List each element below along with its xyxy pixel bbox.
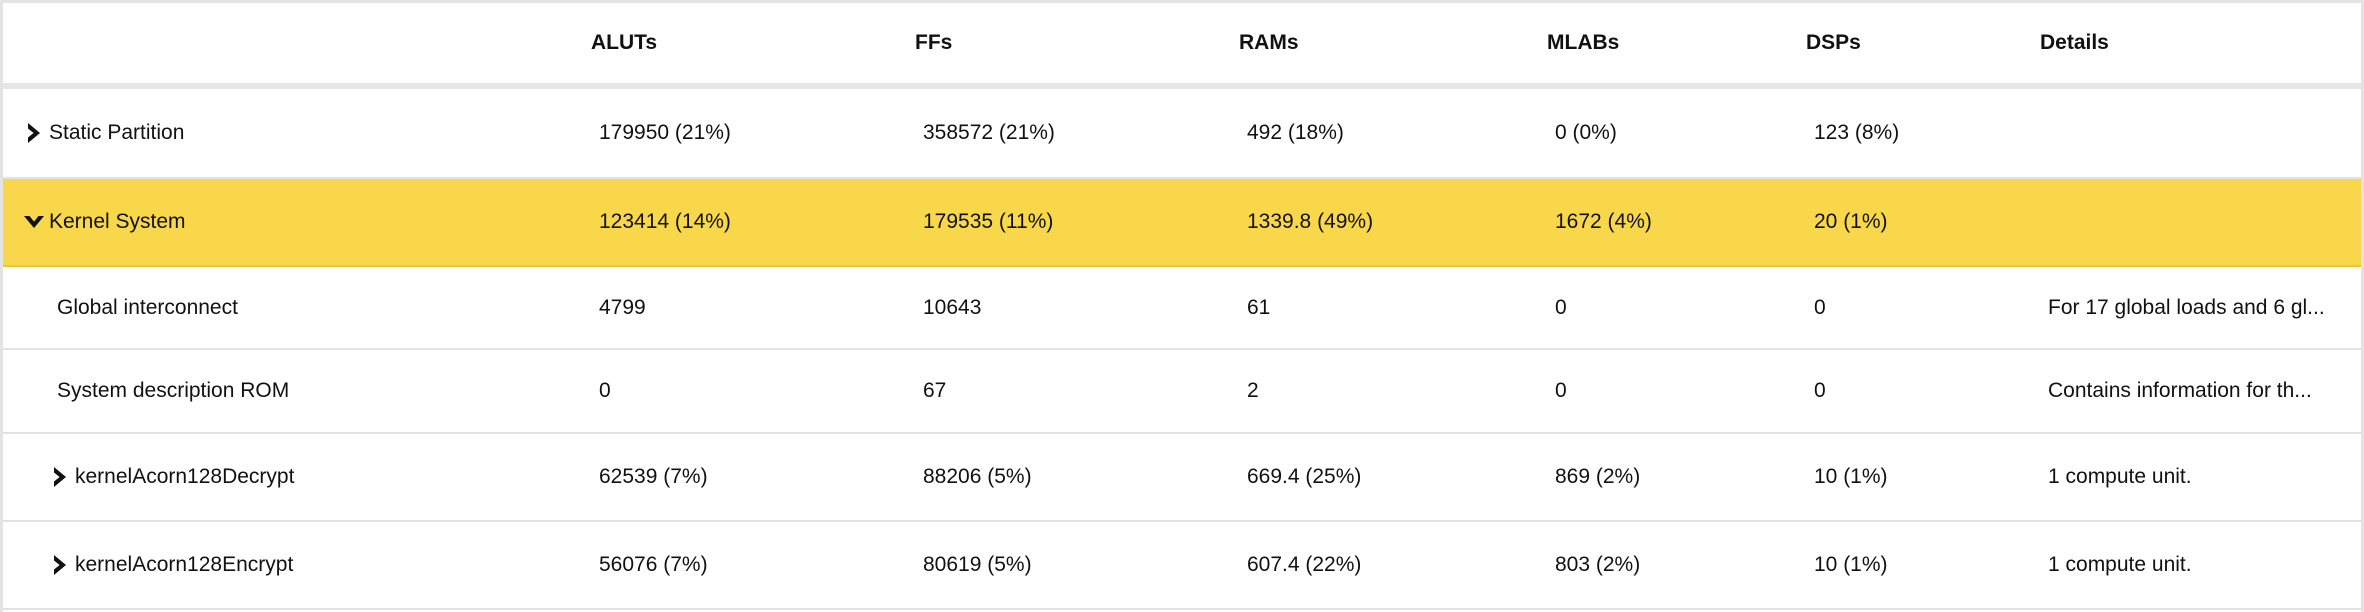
cell-ffs: 179535 (11%): [907, 178, 1231, 267]
row-label: Static Partition: [49, 121, 185, 144]
row-name-cell: Global interconnect: [3, 266, 583, 350]
cell-rams: 1339.8 (49%): [1231, 178, 1539, 267]
cell-dsps: 10 (1%): [1798, 433, 2032, 522]
cell-details: [2032, 86, 2361, 179]
cell-rams: 61: [1231, 266, 1539, 350]
cell-rams: 607.4 (22%): [1231, 521, 1539, 610]
cell-aluts: 123414 (14%): [583, 178, 907, 267]
column-header-details[interactable]: Details: [2032, 3, 2361, 89]
column-header-dsps[interactable]: DSPs: [1798, 3, 2032, 89]
table-row-kernel-system[interactable]: Kernel System 123414 (14%) 179535 (11%) …: [3, 178, 2361, 267]
cell-details: For 17 global loads and 6 gl...: [2032, 266, 2361, 350]
cell-ffs: 80619 (5%): [907, 521, 1231, 610]
cell-mlabs: 1672 (4%): [1539, 178, 1798, 267]
column-header-rams[interactable]: RAMs: [1231, 3, 1539, 89]
row-name-cell: kernelAcorn128Decrypt: [3, 433, 583, 522]
cell-mlabs: 0 (0%): [1539, 86, 1798, 179]
cell-dsps: 10 (1%): [1798, 521, 2032, 610]
row-name-cell: Static Partition: [3, 86, 583, 179]
cell-details: 1 compute unit.: [2032, 433, 2361, 522]
row-label: System description ROM: [57, 379, 290, 402]
chevron-down-icon[interactable]: [23, 210, 45, 234]
resource-utilization-table: ALUTs FFs RAMs MLABs DSPs Details Static…: [3, 3, 2361, 610]
table-body: Static Partition 179950 (21%) 358572 (21…: [3, 86, 2361, 610]
cell-ffs: 10643: [907, 266, 1231, 350]
cell-aluts: 62539 (7%): [583, 433, 907, 522]
cell-rams: 669.4 (25%): [1231, 433, 1539, 522]
chevron-right-icon[interactable]: [49, 553, 71, 577]
table-row-system-description-rom[interactable]: System description ROM 0 67 2 0 0 Contai…: [3, 349, 2361, 434]
cell-rams: 492 (18%): [1231, 86, 1539, 179]
cell-mlabs: 869 (2%): [1539, 433, 1798, 522]
cell-ffs: 88206 (5%): [907, 433, 1231, 522]
row-label: Kernel System: [49, 210, 186, 233]
header-row: ALUTs FFs RAMs MLABs DSPs Details: [3, 3, 2361, 89]
row-name-cell: System description ROM: [3, 349, 583, 434]
cell-details: [2032, 178, 2361, 267]
table-row-global-interconnect[interactable]: Global interconnect 4799 10643 61 0 0 Fo…: [3, 266, 2361, 350]
cell-dsps: 123 (8%): [1798, 86, 2032, 179]
column-header-aluts[interactable]: ALUTs: [583, 3, 907, 89]
row-label: kernelAcorn128Encrypt: [75, 553, 294, 576]
table-header: ALUTs FFs RAMs MLABs DSPs Details: [3, 3, 2361, 89]
cell-aluts: 4799: [583, 266, 907, 350]
cell-details: Contains information for th...: [2032, 349, 2361, 434]
cell-rams: 2: [1231, 349, 1539, 434]
row-name-cell: kernelAcorn128Encrypt: [3, 521, 583, 610]
cell-dsps: 0: [1798, 349, 2032, 434]
cell-aluts: 56076 (7%): [583, 521, 907, 610]
chevron-right-icon[interactable]: [23, 121, 45, 145]
cell-details: 1 compute unit.: [2032, 521, 2361, 610]
cell-ffs: 67: [907, 349, 1231, 434]
table-row-static-partition[interactable]: Static Partition 179950 (21%) 358572 (21…: [3, 86, 2361, 179]
table-row-kernel-acorn128-decrypt[interactable]: kernelAcorn128Decrypt 62539 (7%) 88206 (…: [3, 433, 2361, 522]
cell-mlabs: 0: [1539, 349, 1798, 434]
cell-aluts: 179950 (21%): [583, 86, 907, 179]
row-label: kernelAcorn128Decrypt: [75, 465, 295, 488]
row-label: Global interconnect: [57, 295, 238, 319]
chevron-right-icon[interactable]: [49, 465, 71, 489]
cell-mlabs: 0: [1539, 266, 1798, 350]
column-header-ffs[interactable]: FFs: [907, 3, 1231, 89]
cell-aluts: 0: [583, 349, 907, 434]
column-header-name[interactable]: [3, 3, 583, 89]
cell-dsps: 0: [1798, 266, 2032, 350]
cell-dsps: 20 (1%): [1798, 178, 2032, 267]
table-row-kernel-acorn128-encrypt[interactable]: kernelAcorn128Encrypt 56076 (7%) 80619 (…: [3, 521, 2361, 610]
cell-mlabs: 803 (2%): [1539, 521, 1798, 610]
row-name-cell: Kernel System: [3, 178, 583, 267]
cell-ffs: 358572 (21%): [907, 86, 1231, 179]
column-header-mlabs[interactable]: MLABs: [1539, 3, 1798, 89]
